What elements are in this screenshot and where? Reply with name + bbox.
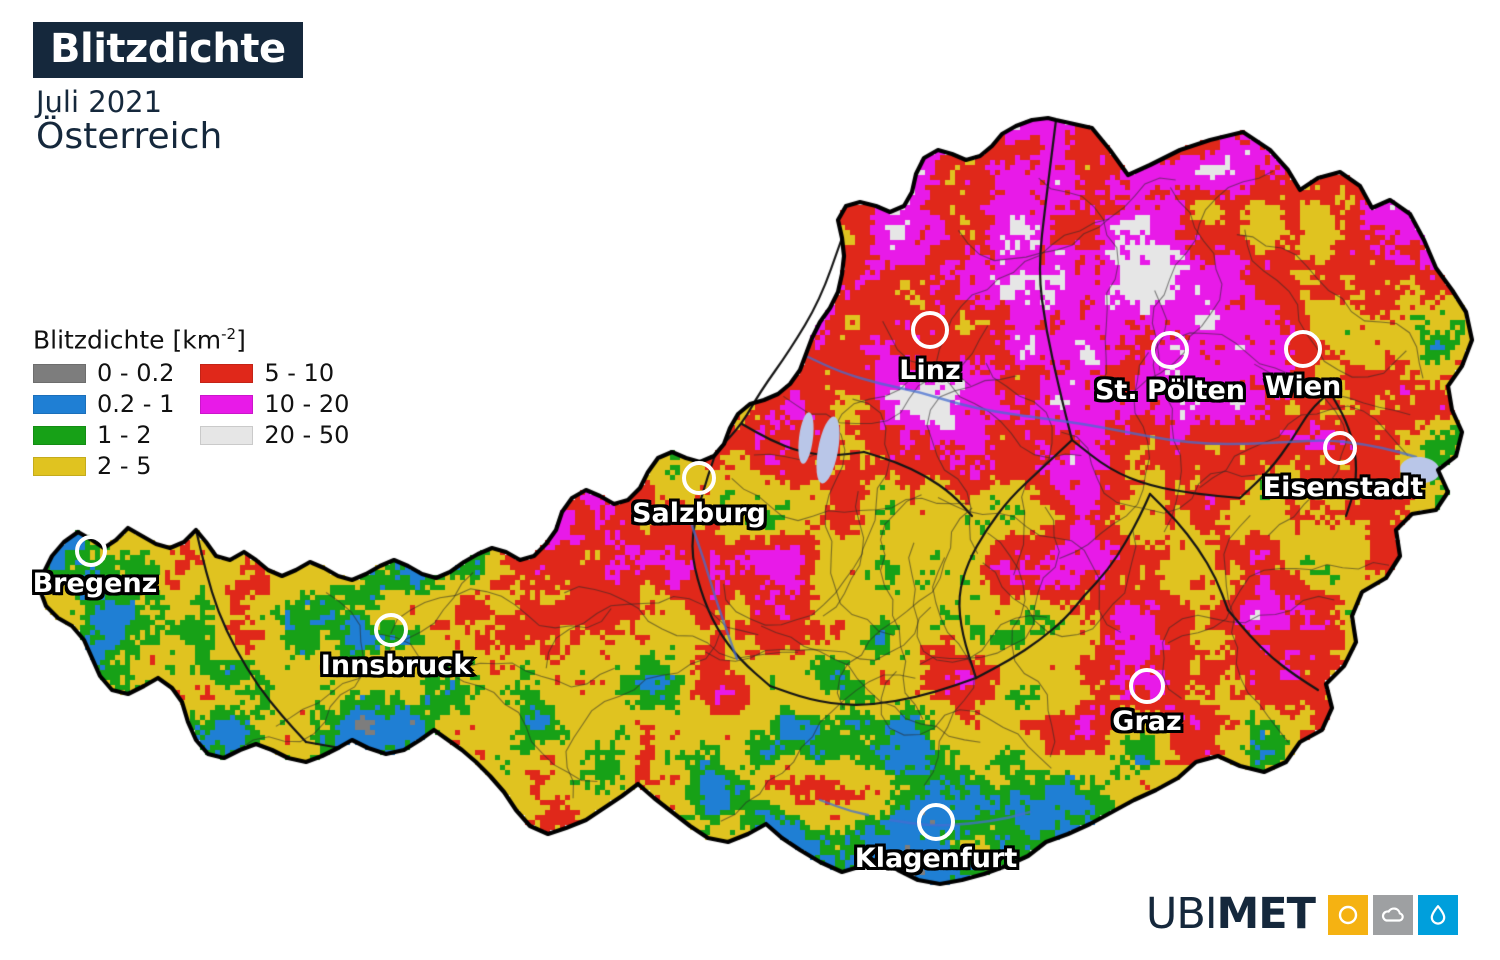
logo-square [1418, 894, 1458, 935]
legend-swatch [33, 363, 86, 383]
legend-item: 5 - 10 [200, 359, 349, 388]
city-label: Linz [897, 353, 963, 389]
city-marker-ring [1129, 668, 1165, 704]
legend-swatch [200, 425, 254, 445]
city-label: Eisenstadt [1260, 470, 1426, 506]
page-title: Blitzdichte [50, 26, 286, 72]
legend-swatch [200, 394, 254, 414]
city-marker-ring [1151, 331, 1189, 369]
sun-icon [1338, 905, 1358, 924]
city-marker-ring [374, 613, 408, 647]
city-label: Bregenz [30, 566, 160, 602]
logo-icon-group [1328, 894, 1458, 935]
legend-item: 2 - 5 [33, 452, 174, 481]
legend-title-exponent: -2 [221, 325, 237, 343]
city-label: Wien [1262, 369, 1344, 405]
logo-text-ubi: UBI [1145, 889, 1218, 939]
cloud-icon [1381, 907, 1404, 922]
legend-item: 0 - 0.2 [33, 359, 175, 388]
legend-label: 10 - 20 [264, 390, 350, 419]
legend-title-prefix: Blitzdichte [km [33, 325, 222, 355]
legend-swatch [33, 456, 86, 476]
logo-wordmark: UBI MET [1145, 889, 1316, 939]
ubimet-logo: UBI MET [1146, 893, 1458, 936]
logo-square [1373, 894, 1413, 935]
legend-title-suffix: ] [236, 325, 246, 355]
city-marker-ring [917, 803, 955, 841]
legend-swatch [33, 394, 86, 414]
city-marker-ring [911, 311, 949, 349]
city-label: Salzburg [630, 496, 769, 532]
city-label: Innsbruck [318, 648, 473, 684]
legend-item: 1 - 2 [33, 421, 174, 450]
title-banner: Blitzdichte [33, 22, 303, 78]
city-label: Graz [1110, 704, 1184, 740]
legend-label: 0 - 0.2 [97, 359, 175, 388]
city-label: Klagenfurt [852, 841, 1019, 877]
logo-square [1328, 894, 1368, 935]
legend-swatch [200, 363, 254, 383]
logo-text-met: MET [1216, 889, 1316, 939]
city-marker-ring [1323, 431, 1357, 465]
legend-label: 2 - 5 [97, 452, 152, 481]
city-marker-ring [1284, 330, 1322, 368]
drop-icon [1430, 904, 1446, 925]
legend-column-right: 5 - 10 10 - 20 20 - 50 [200, 359, 350, 476]
city-marker-ring [75, 535, 107, 567]
legend-label: 5 - 10 [264, 359, 335, 388]
legend-label: 20 - 50 [264, 421, 350, 450]
subtitle-month: Juli 2021 [36, 85, 163, 119]
city-label: St. Pölten [1092, 373, 1247, 409]
legend-label: 0.2 - 1 [97, 390, 175, 419]
legend-label: 1 - 2 [97, 421, 152, 450]
legend-item: 0.2 - 1 [33, 390, 175, 419]
title-block: Blitzdichte Juli 2021 Österreich [33, 22, 303, 157]
legend-title: Blitzdichte [km-2] [33, 325, 349, 354]
legend-item: 10 - 20 [200, 390, 350, 419]
subtitle-country: Österreich [36, 116, 223, 158]
city-marker-ring [682, 461, 716, 495]
legend-swatch [33, 425, 86, 445]
legend-item: 20 - 50 [200, 421, 350, 450]
